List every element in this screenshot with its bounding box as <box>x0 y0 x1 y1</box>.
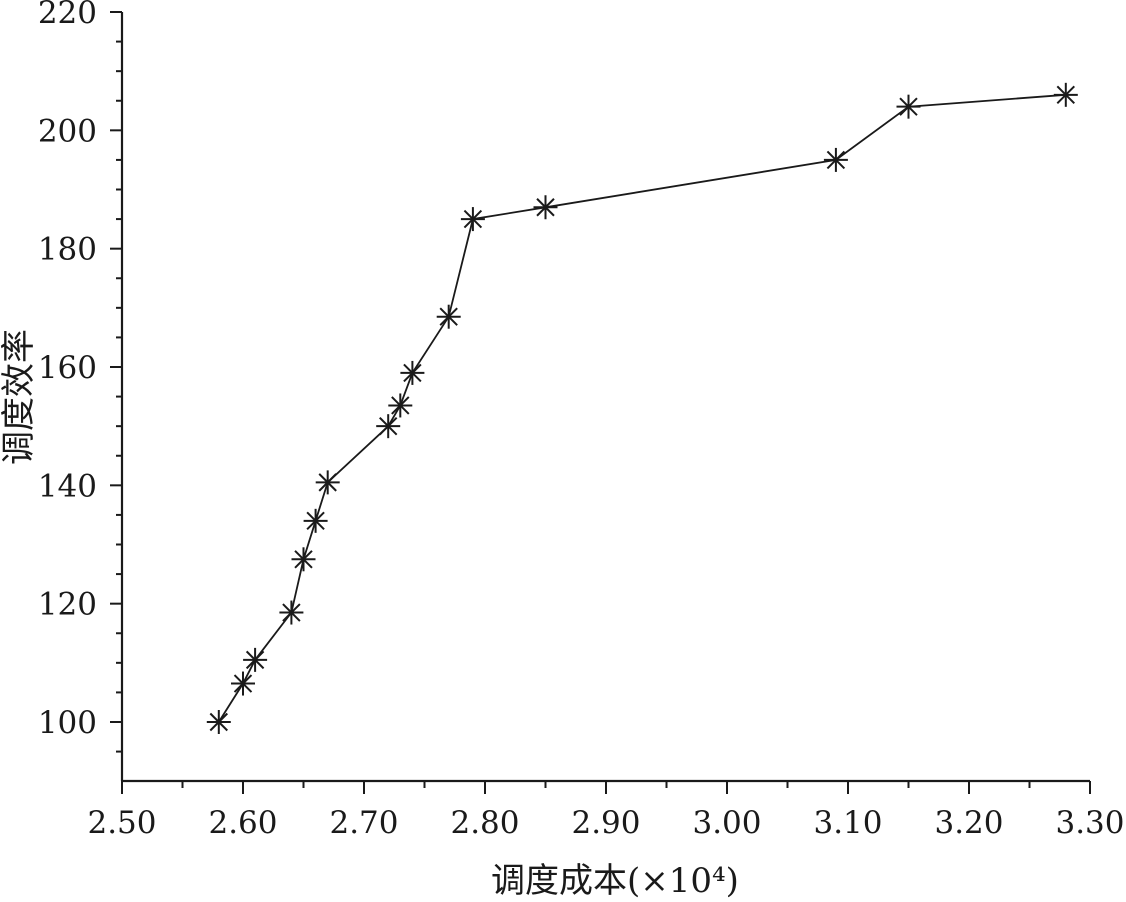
data-point <box>376 414 401 439</box>
x-tick-label: 3.00 <box>692 805 761 841</box>
x-tick-label: 2.70 <box>329 805 398 841</box>
x-tick-label: 2.60 <box>208 805 277 841</box>
data-point <box>1053 82 1078 107</box>
y-tick-label: 140 <box>38 468 97 504</box>
x-tick-label: 3.10 <box>813 805 882 841</box>
x-tick-label: 3.30 <box>1055 805 1124 841</box>
data-point <box>400 360 425 385</box>
x-axis-title: 调度成本(×10⁴) <box>491 861 739 901</box>
y-tick-label: 220 <box>38 0 97 31</box>
data-point <box>823 147 848 172</box>
x-tick-label: 2.50 <box>87 805 156 841</box>
axes <box>120 12 1090 783</box>
y-tick-label: 180 <box>38 232 97 268</box>
tick-labels: 2.50 2.60 2.70 2.80 2.90 3.00 3.10 3.20 3.30 100 1… <box>38 0 1125 841</box>
data-point <box>206 710 231 734</box>
x-tick-label: 2.90 <box>571 805 640 841</box>
y-tick-label: 160 <box>38 350 97 386</box>
y-tick-label: 100 <box>38 705 97 741</box>
data-point <box>436 304 461 329</box>
y-tick-label: 200 <box>38 113 97 149</box>
x-tick-label: 2.80 <box>450 805 519 841</box>
data-point <box>896 94 921 119</box>
y-tick-label: 120 <box>38 587 97 623</box>
data-point <box>315 470 340 495</box>
series <box>206 82 1078 734</box>
data-point <box>388 393 413 418</box>
data-point <box>291 547 316 572</box>
data-point <box>460 207 485 232</box>
y-axis-title: 调度效率 <box>0 329 39 465</box>
data-point <box>279 600 304 625</box>
ticks <box>110 11 1091 794</box>
data-point <box>231 671 255 696</box>
x-tick-label: 3.20 <box>934 805 1003 841</box>
series-line <box>218 93 1066 723</box>
data-point <box>303 508 328 533</box>
data-point <box>243 647 268 672</box>
data-point <box>533 195 558 220</box>
